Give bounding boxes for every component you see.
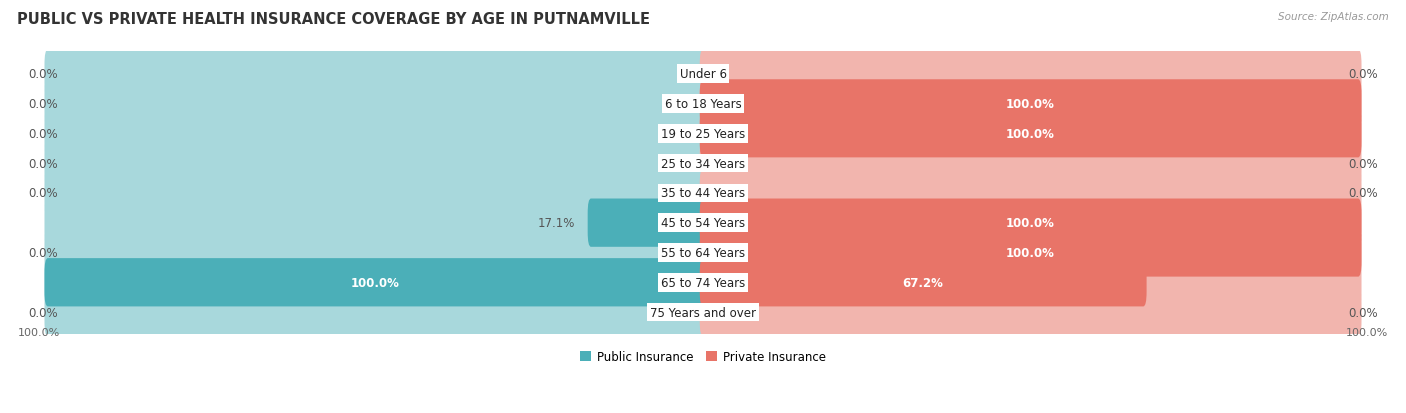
- FancyBboxPatch shape: [700, 199, 1361, 247]
- FancyBboxPatch shape: [700, 80, 1361, 128]
- Text: 0.0%: 0.0%: [28, 247, 58, 259]
- Legend: Public Insurance, Private Insurance: Public Insurance, Private Insurance: [575, 346, 831, 368]
- Text: 0.0%: 0.0%: [1348, 68, 1378, 81]
- FancyBboxPatch shape: [48, 182, 1358, 205]
- FancyBboxPatch shape: [48, 301, 1358, 324]
- FancyBboxPatch shape: [48, 152, 1358, 175]
- FancyBboxPatch shape: [700, 259, 1147, 307]
- FancyBboxPatch shape: [700, 140, 1361, 188]
- Text: 0.0%: 0.0%: [28, 98, 58, 111]
- FancyBboxPatch shape: [45, 259, 706, 307]
- Text: 100.0%: 100.0%: [1007, 98, 1054, 111]
- FancyBboxPatch shape: [45, 169, 706, 218]
- Text: 65 to 74 Years: 65 to 74 Years: [661, 276, 745, 289]
- FancyBboxPatch shape: [45, 80, 706, 128]
- Text: PUBLIC VS PRIVATE HEALTH INSURANCE COVERAGE BY AGE IN PUTNAMVILLE: PUBLIC VS PRIVATE HEALTH INSURANCE COVER…: [17, 12, 650, 27]
- Text: 75 Years and over: 75 Years and over: [650, 306, 756, 319]
- Text: 100.0%: 100.0%: [1007, 247, 1054, 259]
- FancyBboxPatch shape: [45, 199, 706, 247]
- FancyBboxPatch shape: [45, 110, 706, 158]
- FancyBboxPatch shape: [48, 122, 1358, 145]
- Text: 100.0%: 100.0%: [352, 276, 399, 289]
- FancyBboxPatch shape: [45, 288, 706, 337]
- Text: 25 to 34 Years: 25 to 34 Years: [661, 157, 745, 170]
- Text: Source: ZipAtlas.com: Source: ZipAtlas.com: [1278, 12, 1389, 22]
- FancyBboxPatch shape: [48, 211, 1358, 235]
- Text: 0.0%: 0.0%: [28, 68, 58, 81]
- Text: 0.0%: 0.0%: [1348, 157, 1378, 170]
- FancyBboxPatch shape: [45, 229, 706, 277]
- Text: 67.2%: 67.2%: [903, 276, 943, 289]
- Text: 17.1%: 17.1%: [537, 217, 575, 230]
- Text: 100.0%: 100.0%: [1007, 217, 1054, 230]
- Text: 100.0%: 100.0%: [1007, 128, 1054, 140]
- FancyBboxPatch shape: [700, 229, 1361, 277]
- Text: 0.0%: 0.0%: [28, 157, 58, 170]
- Text: 0.0%: 0.0%: [1348, 187, 1378, 200]
- FancyBboxPatch shape: [700, 229, 1361, 277]
- FancyBboxPatch shape: [700, 80, 1361, 128]
- Text: 0.0%: 0.0%: [1348, 306, 1378, 319]
- FancyBboxPatch shape: [700, 110, 1361, 158]
- Text: 100.0%: 100.0%: [1346, 328, 1388, 337]
- Text: Under 6: Under 6: [679, 68, 727, 81]
- Text: 0.0%: 0.0%: [28, 306, 58, 319]
- FancyBboxPatch shape: [48, 63, 1358, 86]
- Text: 45 to 54 Years: 45 to 54 Years: [661, 217, 745, 230]
- Text: 0.0%: 0.0%: [28, 187, 58, 200]
- FancyBboxPatch shape: [700, 110, 1361, 158]
- Text: 0.0%: 0.0%: [28, 128, 58, 140]
- FancyBboxPatch shape: [588, 199, 706, 247]
- FancyBboxPatch shape: [700, 288, 1361, 337]
- Text: 19 to 25 Years: 19 to 25 Years: [661, 128, 745, 140]
- Text: 35 to 44 Years: 35 to 44 Years: [661, 187, 745, 200]
- FancyBboxPatch shape: [45, 140, 706, 188]
- Text: 55 to 64 Years: 55 to 64 Years: [661, 247, 745, 259]
- FancyBboxPatch shape: [700, 50, 1361, 99]
- FancyBboxPatch shape: [48, 93, 1358, 116]
- Text: 100.0%: 100.0%: [18, 328, 60, 337]
- FancyBboxPatch shape: [48, 241, 1358, 264]
- FancyBboxPatch shape: [45, 50, 706, 99]
- FancyBboxPatch shape: [700, 199, 1361, 247]
- FancyBboxPatch shape: [700, 169, 1361, 218]
- Text: 6 to 18 Years: 6 to 18 Years: [665, 98, 741, 111]
- FancyBboxPatch shape: [700, 259, 1361, 307]
- FancyBboxPatch shape: [45, 259, 706, 307]
- FancyBboxPatch shape: [48, 271, 1358, 294]
